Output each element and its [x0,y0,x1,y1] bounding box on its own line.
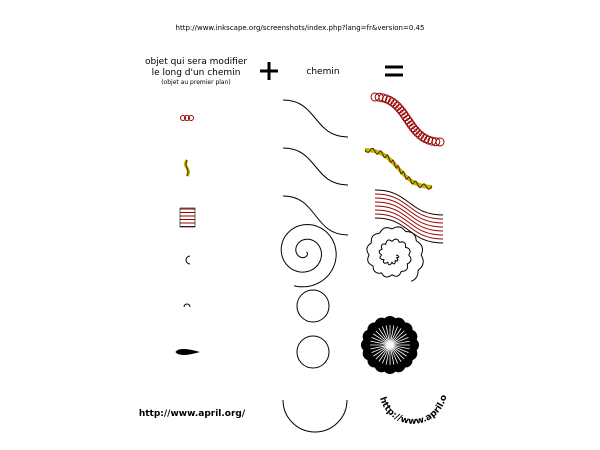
stripe-result [374,193,444,220]
loop-result [390,99,400,109]
path-circle [296,335,330,369]
flower-ray [375,330,391,346]
source-url: http://www.inkscape.org/screenshots/inde… [176,24,425,32]
flower-ray [371,344,391,354]
flower-ray [389,344,410,350]
loop-result [410,125,420,135]
flower-ray [389,326,399,346]
flower-ray [373,333,391,346]
stripe-result [374,213,444,240]
flower-ray [389,333,407,346]
stripe-result [374,205,444,232]
flower-ray [373,344,391,357]
spiral-result [366,226,424,282]
stripe-result [374,197,444,224]
loop-object [180,115,186,121]
path-arc [282,399,348,433]
flower-ray [389,344,405,360]
flower-ray [389,344,407,357]
flower-ray [389,325,395,346]
stripe-result [374,201,444,228]
path-curve [282,147,349,186]
teardrop-object [175,349,200,355]
flower-ray [389,344,409,354]
header-object-note: (objet au premier plan) [161,79,231,86]
flower-ray [389,340,410,346]
flower-ray [381,326,391,346]
flower-ray [389,344,399,364]
flower-ray [385,344,391,365]
flower-ray [371,336,391,346]
flower-ray [389,336,409,346]
flower-ray [378,328,391,346]
flower-ray [375,344,391,360]
arc-object [183,303,191,308]
header-object-line: le long d'un chemin [152,68,241,78]
path-spiral [280,223,337,288]
loop-object [188,115,194,121]
flower-ray [381,344,391,364]
path-curve [282,195,349,236]
header-object-line: objet qui sera modifier [145,57,247,67]
equals-sign [385,65,403,77]
arc-object [185,255,191,265]
flower-ray [378,344,391,362]
header-path: chemin [306,67,339,77]
flower-ray [370,344,391,350]
stripe-result [374,189,444,216]
flower-ray [389,328,402,346]
flower-ray [370,340,391,346]
stripe-frame [179,207,196,228]
path-circle [296,289,330,323]
shapes [175,92,445,433]
loop-result [378,93,388,103]
wave-object [185,159,189,177]
loop-result [431,137,441,147]
stripe-result [374,217,444,244]
flower-ray [389,344,395,365]
flower-ray [385,325,391,346]
flower-ray [389,344,402,362]
path-curve [282,99,349,138]
stripe-result [374,209,444,236]
plus-sign [260,62,278,80]
wave-result [364,147,433,191]
flower-ray [389,330,405,346]
loop-result [435,137,445,147]
loop-object [184,115,190,121]
example-text: http://www.april.org/ [139,409,246,419]
